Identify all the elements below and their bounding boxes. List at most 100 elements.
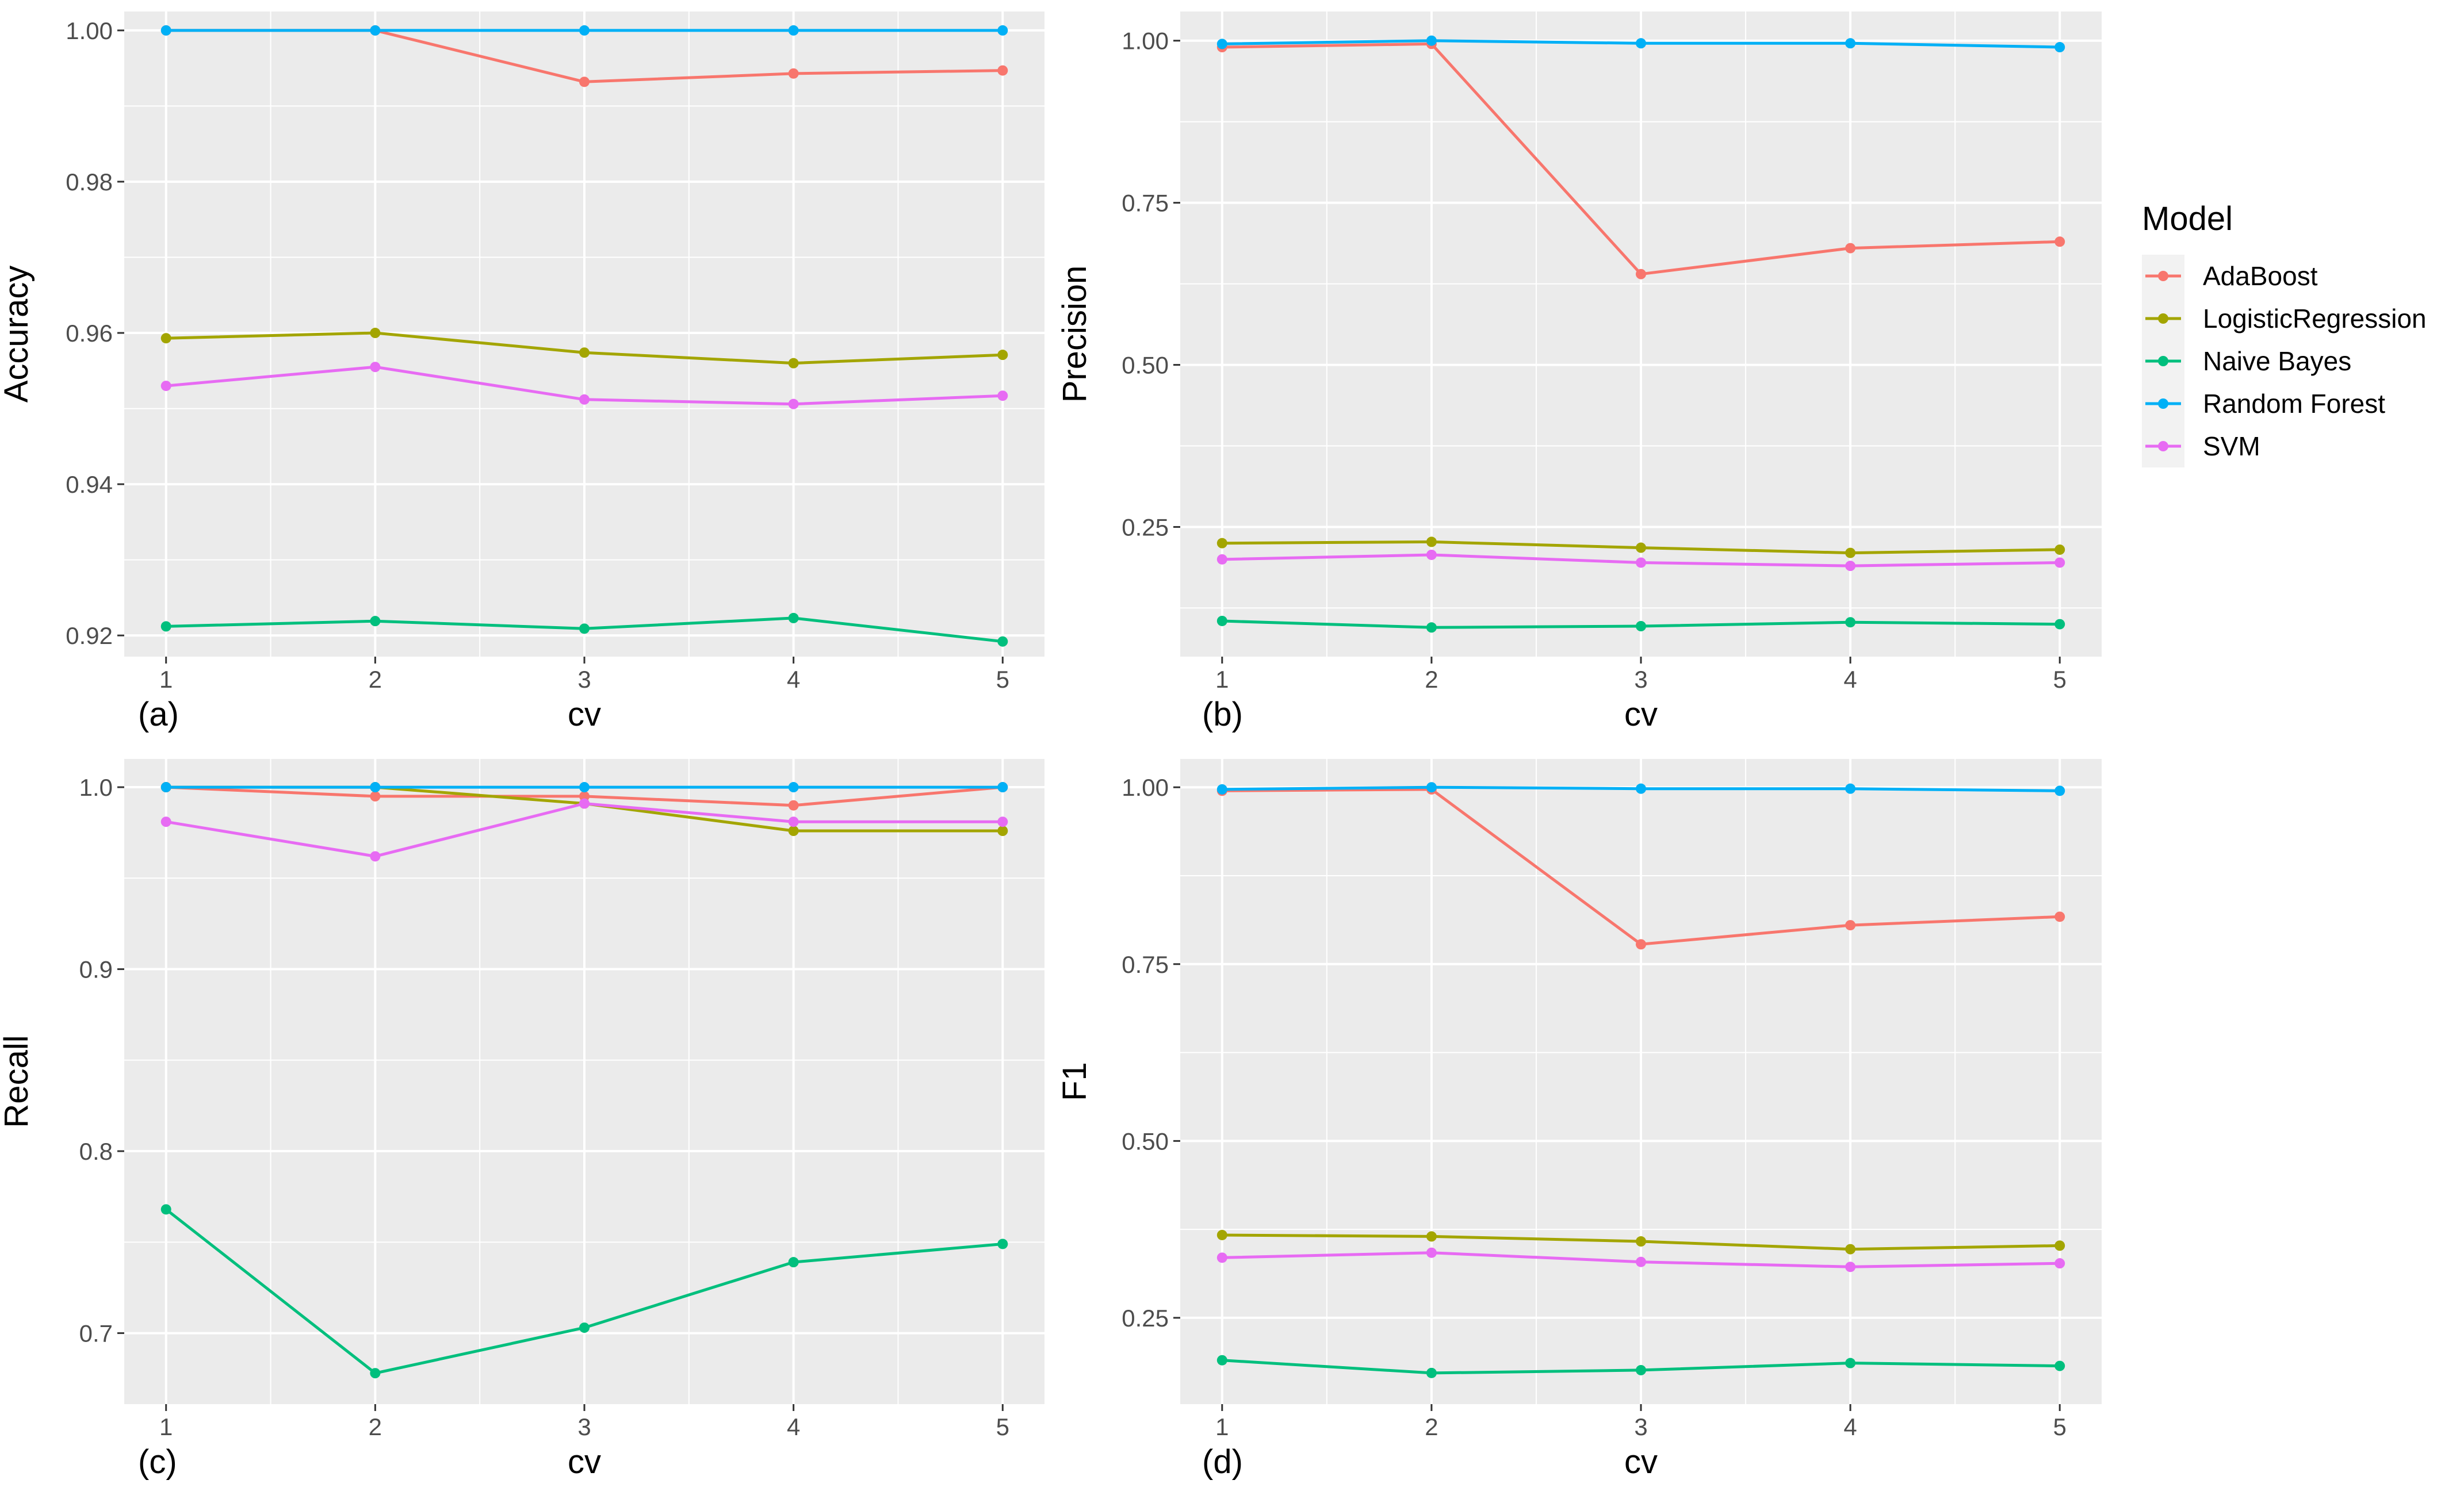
y-tick-label: 1.00 (1122, 28, 1169, 55)
y-axis-title: F1 (1056, 1062, 1093, 1101)
data-point-svm (788, 816, 799, 827)
data-point-svm (1845, 561, 1856, 572)
data-point-adaboost (2054, 911, 2065, 922)
series-svm (160, 362, 1008, 409)
data-point-random-forest (2054, 785, 2065, 796)
data-point-adaboost (997, 65, 1008, 76)
series-naive-bayes (1216, 615, 2065, 633)
data-point-adaboost (1845, 920, 1856, 931)
data-point-naive-bayes (1426, 1367, 1437, 1378)
data-point-naive-bayes (579, 1322, 590, 1333)
series-logisticregression (1216, 1229, 2065, 1255)
legend-label: SVM (2203, 431, 2260, 461)
data-point-logisticregression (370, 328, 381, 339)
data-point-naive-bayes (1845, 1358, 1856, 1368)
legend-key-point (2158, 398, 2168, 409)
series-naive-bayes (160, 1204, 1008, 1379)
legend-label: AdaBoost (2203, 261, 2318, 291)
y-tick-label: 0.7 (79, 1320, 113, 1347)
panel-label: (c) (138, 1443, 177, 1481)
y-tick-label: 0.96 (66, 320, 113, 347)
data-point-random-forest (370, 782, 381, 793)
series-naive-bayes (160, 612, 1008, 647)
y-tick-label: 1.00 (1122, 774, 1169, 801)
data-point-random-forest (997, 782, 1008, 793)
data-point-logisticregression (1636, 1236, 1646, 1247)
data-point-svm (788, 398, 799, 409)
panel-d: 0.25 0.50 0.75 1.00 1 2 3 4 5 cv F1 (d) (1056, 759, 2102, 1481)
data-point-logisticregression (1845, 547, 1856, 558)
y-axis-title: Precision (1056, 266, 1093, 403)
x-tick-label: 5 (996, 1413, 1009, 1440)
legend-key-point (2158, 356, 2168, 366)
legend-label: Random Forest (2203, 389, 2385, 419)
x-tick-label: 2 (369, 666, 382, 693)
x-tick-label: 1 (159, 666, 173, 693)
data-point-adaboost (1636, 939, 1646, 950)
series-logisticregression (160, 328, 1008, 369)
data-point-svm (160, 816, 171, 827)
data-point-logisticregression (788, 826, 799, 837)
x-tick-label: 3 (577, 666, 591, 693)
data-point-logisticregression (2054, 1240, 2065, 1251)
series-random-forest (160, 25, 1008, 36)
data-point-random-forest (160, 25, 171, 36)
data-point-naive-bayes (370, 1368, 381, 1379)
data-point-logisticregression (1636, 542, 1646, 553)
data-point-random-forest (1845, 783, 1856, 794)
data-point-random-forest (1845, 38, 1856, 49)
x-tick-label: 3 (577, 1413, 591, 1440)
x-tick-label: 4 (1843, 1413, 1857, 1440)
data-point-naive-bayes (1636, 1364, 1646, 1375)
data-point-logisticregression (997, 826, 1008, 837)
y-axis-title: Recall (0, 1035, 35, 1128)
x-tick-label: 3 (1634, 1413, 1647, 1440)
data-point-random-forest (370, 25, 381, 36)
data-point-svm (1636, 557, 1646, 568)
panel-label: (b) (1202, 696, 1243, 733)
data-point-svm (370, 362, 381, 373)
data-point-random-forest (160, 782, 171, 793)
series-random-forest (1216, 35, 2065, 53)
x-tick-label: 2 (1425, 666, 1438, 693)
data-point-random-forest (1426, 35, 1437, 46)
data-point-svm (997, 816, 1008, 827)
x-tick-label: 1 (1215, 666, 1229, 693)
legend-item-logisticregression: LogisticRegression (2142, 297, 2427, 340)
data-point-svm (1845, 1262, 1856, 1272)
panel-label: (a) (138, 696, 179, 733)
legend: Model AdaBoost LogisticRegression Naive Ba… (2142, 200, 2427, 467)
data-point-naive-bayes (1216, 615, 1227, 626)
x-tick-label: 2 (369, 1413, 382, 1440)
series-adaboost (1216, 39, 2065, 279)
data-point-naive-bayes (788, 1257, 799, 1268)
x-axis-title: cv (568, 1443, 601, 1481)
legend-label: LogisticRegression (2203, 304, 2427, 333)
y-tick-label: 0.75 (1122, 190, 1169, 217)
data-point-logisticregression (579, 347, 590, 358)
legend-label: Naive Bayes (2203, 346, 2351, 376)
x-axis-title: cv (568, 696, 601, 733)
data-point-adaboost (1845, 243, 1856, 254)
data-point-naive-bayes (160, 1204, 171, 1215)
y-tick-label: 0.98 (66, 168, 113, 195)
data-point-naive-bayes (788, 612, 799, 623)
data-point-logisticregression (1845, 1244, 1856, 1255)
data-point-svm (2054, 557, 2065, 568)
x-tick-label: 5 (996, 666, 1009, 693)
y-tick-label: 0.25 (1122, 513, 1169, 540)
data-point-adaboost (579, 791, 590, 802)
data-point-random-forest (2054, 42, 2065, 53)
data-point-naive-bayes (1216, 1355, 1227, 1366)
data-point-naive-bayes (2054, 619, 2065, 630)
data-point-random-forest (788, 25, 799, 36)
data-point-adaboost (579, 76, 590, 87)
series-logisticregression (1216, 536, 2065, 558)
y-tick-label: 0.50 (1122, 1128, 1169, 1155)
data-point-svm (1216, 1252, 1227, 1263)
data-point-svm (1426, 549, 1437, 560)
panel-c: 0.7 0.8 0.9 1.0 1 2 3 4 5 cv Recall (c) (0, 759, 1044, 1481)
x-tick-label: 5 (2053, 666, 2067, 693)
data-point-svm (579, 798, 590, 809)
data-point-svm (997, 390, 1008, 401)
